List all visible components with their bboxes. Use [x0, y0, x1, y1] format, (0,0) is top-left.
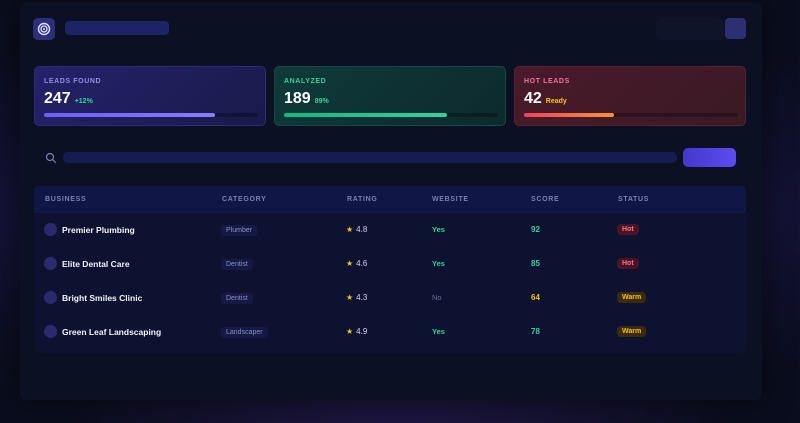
stat-value: 247 [44, 90, 71, 107]
rating: ★ 4.3 [346, 293, 367, 302]
stat-label: HOT LEADS [524, 78, 570, 85]
header [20, 2, 762, 52]
column-header-business[interactable]: BUSINESS [45, 196, 87, 203]
website-status: No [432, 293, 442, 302]
status-badge: Hot [617, 258, 639, 269]
star-icon: ★ [346, 259, 354, 268]
stat-progress-bar [284, 113, 498, 117]
website-status: Yes [432, 259, 445, 268]
stat-label: ANALYZED [284, 78, 327, 85]
rating: ★ 4.9 [346, 327, 367, 336]
stat-value: 189 [284, 90, 311, 107]
search-input[interactable] [63, 152, 677, 163]
business-name: Premier Plumbing [62, 225, 135, 235]
stat-delta: +12% [74, 98, 93, 105]
business-avatar [44, 291, 57, 304]
website-status: Yes [432, 327, 445, 336]
business-name: Green Leaf Landscaping [62, 327, 162, 337]
rating: ★ 4.8 [346, 225, 367, 234]
stat-card-analyzed: ANALYZED 189 89% [274, 66, 506, 126]
spiral-logo-icon [37, 22, 51, 36]
stat-progress-bar [524, 113, 738, 117]
website-status: Yes [432, 225, 445, 234]
star-icon: ★ [346, 293, 354, 302]
column-header-website[interactable]: WEBSITE [432, 196, 469, 203]
column-header-status[interactable]: STATUS [618, 196, 650, 203]
leads-table: BUSINESS CATEGORY RATING WEBSITE SCORE S… [34, 186, 746, 353]
business-avatar [44, 325, 57, 338]
status-badge: Warm [617, 326, 647, 337]
lead-score: 78 [531, 327, 540, 336]
column-header-score[interactable]: SCORE [531, 196, 560, 203]
rating-value: 4.6 [356, 259, 368, 268]
business-avatar [44, 257, 57, 270]
user-avatar[interactable] [725, 18, 746, 39]
stat-progress-bar [44, 113, 258, 117]
search-icon [45, 152, 57, 164]
rating-value: 4.8 [356, 225, 368, 234]
app-logo[interactable] [33, 18, 55, 40]
rating: ★ 4.6 [346, 259, 367, 268]
table-row[interactable]: Premier Plumbing Plumber ★ 4.8 Yes 92 Hot [34, 213, 746, 247]
category-pill: Dentist [221, 293, 253, 304]
stat-delta: 89% [314, 98, 329, 105]
table-row[interactable]: Elite Dental Care Dentist ★ 4.6 Yes 85 Ho… [34, 247, 746, 281]
star-icon: ★ [346, 327, 354, 336]
lead-score: 64 [531, 293, 540, 302]
business-name: Bright Smiles Clinic [62, 293, 143, 303]
stat-label: LEADS FOUND [44, 78, 102, 85]
rating-value: 4.3 [356, 293, 368, 302]
column-header-rating[interactable]: RATING [347, 196, 378, 203]
stat-value: 42 [524, 90, 542, 107]
category-pill: Landscaper [221, 327, 268, 338]
column-header-category[interactable]: CATEGORY [222, 196, 267, 203]
app-window: LEADS FOUND 247 +12% ANALYZED 189 89% HO… [20, 2, 762, 400]
star-icon: ★ [346, 225, 354, 234]
table-row[interactable]: Green Leaf Landscaping Landscaper ★ 4.9 Y… [34, 315, 746, 349]
lead-score: 85 [531, 259, 540, 268]
stat-delta: Ready [545, 98, 567, 105]
lead-score: 92 [531, 225, 540, 234]
stat-progress-fill [524, 113, 614, 117]
stat-progress-fill [44, 113, 216, 117]
business-name: Elite Dental Care [62, 259, 130, 269]
business-avatar [44, 223, 57, 236]
table-row[interactable]: Bright Smiles Clinic Dentist ★ 4.3 No 64 … [34, 281, 746, 315]
stat-card-leads-found: LEADS FOUND 247 +12% [34, 66, 266, 126]
stat-progress-fill [284, 113, 447, 117]
app-title [65, 21, 169, 35]
search-button[interactable] [683, 148, 736, 167]
category-pill: Dentist [221, 259, 253, 270]
status-badge: Warm [617, 292, 647, 303]
category-pill: Plumber [221, 225, 258, 236]
rating-value: 4.9 [356, 327, 368, 336]
header-action-pill[interactable] [656, 18, 724, 40]
status-badge: Hot [617, 224, 639, 235]
stat-card-hot-leads: HOT LEADS 42 Ready [514, 66, 746, 126]
table-header: BUSINESS CATEGORY RATING WEBSITE SCORE S… [34, 186, 746, 213]
